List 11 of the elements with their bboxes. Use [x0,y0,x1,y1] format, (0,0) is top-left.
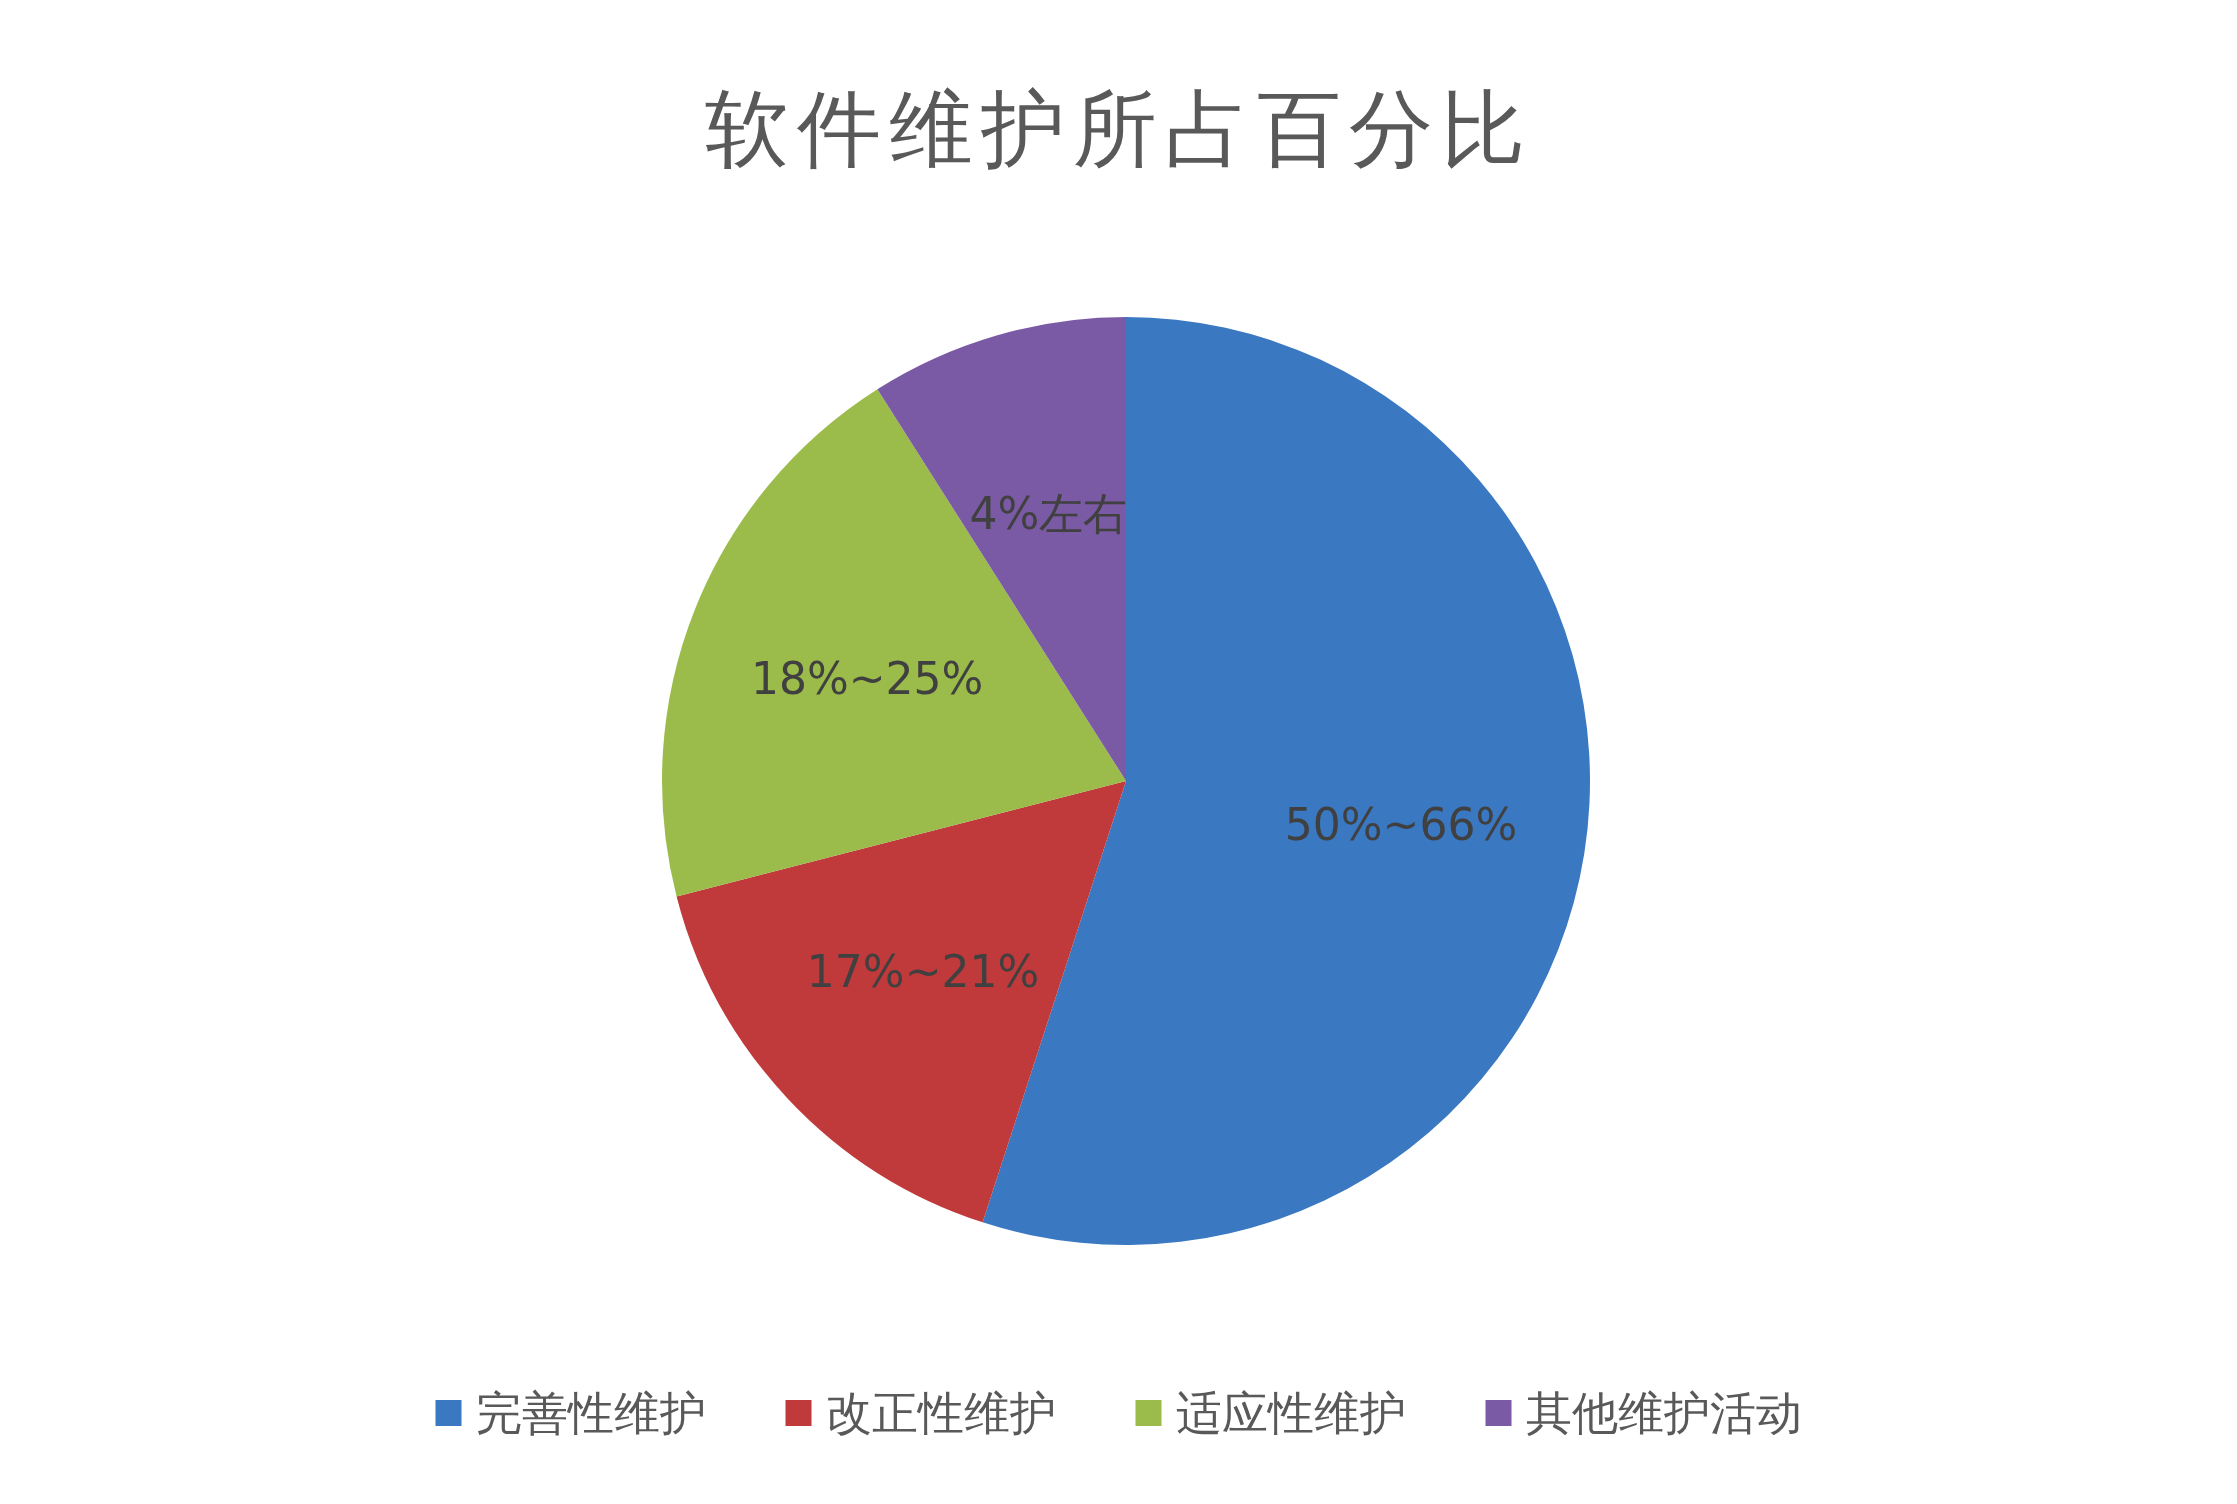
legend-label: 其他维护活动 [1525,1386,1802,1440]
pie-slice [676,781,1126,1223]
pie-slice [662,389,1126,897]
legend-label: 完善性维护 [475,1386,706,1440]
text: 50%~66% [1284,799,1518,851]
legend-label: 改正性维护 [825,1386,1056,1440]
legend-label: 适应性维护 [1175,1386,1406,1440]
text: 17%~21% [806,946,1040,998]
text: 18%~25% [750,653,984,705]
text: 4%左右 [969,488,1128,540]
chart-title: 软件维护所占百分比 [704,80,1533,178]
